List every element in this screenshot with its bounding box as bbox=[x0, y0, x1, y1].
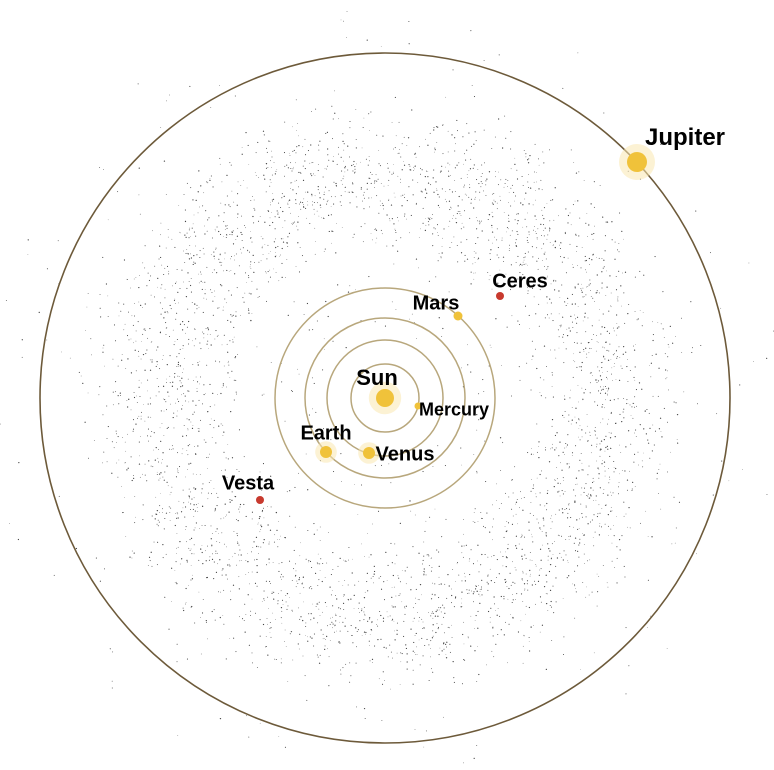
mars-body bbox=[454, 312, 463, 321]
vesta-body bbox=[256, 496, 264, 504]
jupiter-body bbox=[627, 152, 647, 172]
sun-body bbox=[376, 389, 394, 407]
venus-body bbox=[363, 447, 375, 459]
mercury-body bbox=[415, 403, 422, 410]
diagram-svg bbox=[0, 0, 774, 770]
bodies bbox=[256, 144, 655, 504]
ceres-body bbox=[496, 292, 504, 300]
solar-system-diagram: SunMercuryVenusEarthMarsCeresVestaJupite… bbox=[0, 0, 774, 770]
earth-body bbox=[320, 446, 332, 458]
